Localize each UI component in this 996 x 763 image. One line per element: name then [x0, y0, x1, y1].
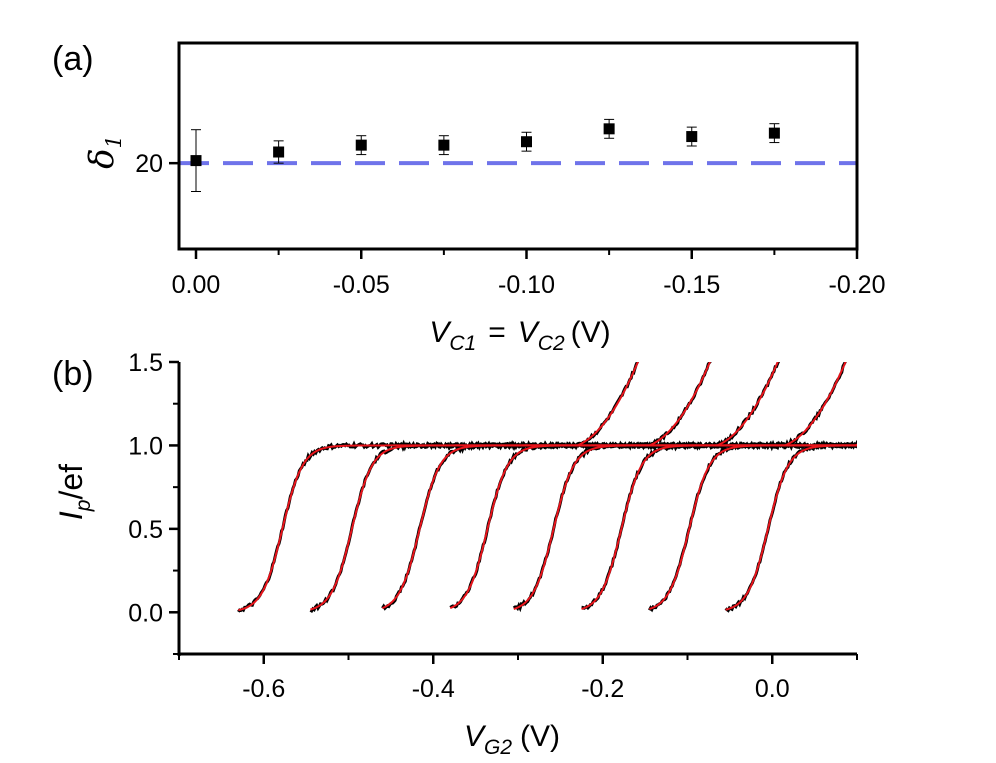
panel-a-data-point: [768, 127, 780, 139]
panel-a-x-var2: V: [518, 316, 541, 349]
panel-a-x-tick-label: -0.20: [829, 271, 886, 299]
panel-a-data-point: [355, 139, 367, 151]
panel-b-data-curve: [648, 439, 857, 613]
panel-b-y-rest: /ef: [53, 464, 89, 500]
panel-a-x-tick-label: -0.05: [333, 271, 390, 299]
panel-b-x-unit: (V): [520, 720, 560, 753]
panel-a-x-sub2: C2: [538, 332, 565, 355]
panel-a-y-axis-title: δ1: [82, 135, 126, 169]
panel-a-x-tick-label: -0.15: [663, 271, 720, 299]
panel-b-label: (b): [52, 355, 94, 393]
panel-b-x-ticks: -0.6 -0.4 -0.2 0.0: [178, 654, 858, 703]
panel-b-x-tick-label: -0.6: [242, 675, 285, 703]
panel-b-y-axis-title: Ip/ef: [53, 464, 95, 520]
panel-a-x-sub1: C1: [449, 332, 476, 355]
panel-b-fit-curve: [449, 362, 847, 610]
panel-a-x-eq: =: [488, 316, 506, 349]
panel-b-y-tick-label: 1.5: [128, 349, 163, 377]
panel-b-y-sub: p: [72, 500, 95, 513]
panel-b-x-tick-label: -0.2: [581, 675, 624, 703]
panel-a-data-point: [273, 146, 285, 158]
panel-b-x-tick-label: -0.4: [412, 675, 455, 703]
panel-b-y-tick-label: 0.5: [128, 516, 163, 544]
panel-b-curves: [237, 362, 857, 614]
panel-b-data-curve: [724, 441, 857, 613]
panel-b-x-sub: G2: [484, 736, 512, 759]
panel-a-y-symbol: δ: [82, 148, 122, 168]
panel-a-data-point: [521, 136, 532, 148]
panel-a-x-ticks: 0.00 -0.05 -0.10 -0.15 -0.20: [172, 249, 886, 299]
panel-a-x-var1: V: [429, 316, 452, 349]
panel-a-label: (a): [52, 40, 94, 78]
panel-a-data-point: [438, 139, 450, 151]
panel-b-y-var: I: [53, 511, 89, 520]
panel-b-fit-curve: [513, 443, 857, 610]
panel-b-x-var: V: [464, 720, 487, 753]
panel-a-x-tick-label: -0.10: [498, 271, 555, 299]
panel-a-y-subscript: 1: [102, 135, 126, 148]
panel-a-x-unit: (V): [571, 316, 611, 349]
panel-a-data-point: [190, 155, 202, 167]
panel-a-x-axis-title: VC1 = VC2 (V): [429, 316, 610, 355]
panel-b-y-tick-label: 1.0: [128, 432, 163, 460]
panel-b-fit-curve: [725, 444, 857, 611]
panel-b-y-ticks: 0.0 0.5 1.0 1.5: [128, 349, 179, 655]
panel-a: (a) 0.00 -0.05 -0.10 -0.15 -0.20 20 δ1 VC1 = V…: [52, 40, 885, 355]
panel-b-x-axis-title: VG2 (V): [464, 720, 560, 759]
panel-b-data-curve: [512, 440, 857, 613]
panel-b: (b) -0.6 -0.4 -0.2 0.0 0.0 0.5 1.0 1.5 Ip/ef V…: [52, 349, 858, 759]
panel-a-data-point: [686, 131, 698, 143]
panel-b-fit-curve: [649, 444, 857, 610]
panel-b-x-tick-label: 0.0: [755, 675, 790, 703]
panel-b-data-curve: [449, 362, 847, 609]
panel-a-y-ticks: 20: [135, 150, 179, 178]
panel-a-markers: [190, 123, 780, 167]
panel-a-x-tick-label: 0.00: [172, 271, 221, 299]
panel-a-frame: [177, 41, 859, 251]
panel-a-y-tick-label: 20: [135, 150, 163, 178]
panel-b-y-tick-label: 0.0: [128, 599, 163, 627]
panel-a-data-point: [603, 123, 615, 135]
